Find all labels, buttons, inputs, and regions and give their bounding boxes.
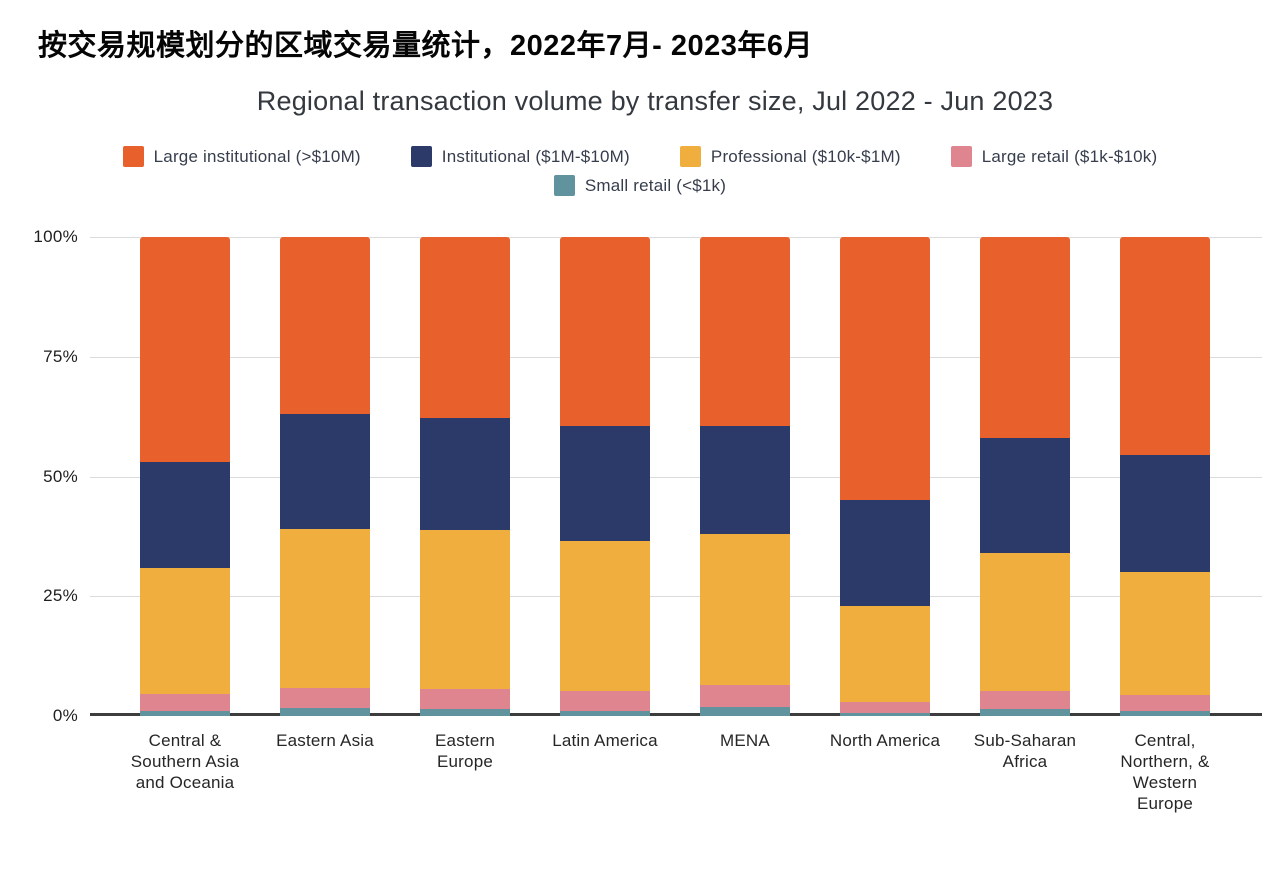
legend-label: Large institutional (>$10M): [153, 146, 361, 166]
segment-small-retail-1k[interactable]: [280, 708, 370, 716]
segment-large-institutional-10m[interactable]: [280, 237, 370, 415]
y-tick-label: 75%: [43, 346, 78, 366]
legend-item-institutional-1m-10m[interactable]: Institutional ($1M-$10M): [410, 146, 630, 167]
segment-institutional-1m-10m[interactable]: [700, 426, 790, 535]
segment-large-institutional-10m[interactable]: [840, 237, 930, 501]
segment-institutional-1m-10m[interactable]: [420, 417, 510, 530]
y-tick-label: 50%: [43, 466, 78, 486]
legend-item-professional-10k-1m[interactable]: Professional ($10k-$1M): [679, 146, 901, 167]
bar-latin-america[interactable]: [560, 237, 650, 716]
segment-large-retail-1k-10k[interactable]: [980, 690, 1070, 710]
page-title: 按交易规模划分的区域交易量统计，2022年7月- 2023年6月: [38, 30, 813, 62]
segment-large-retail-1k-10k[interactable]: [140, 693, 230, 712]
x-axis-label: Sub-Saharan Africa: [973, 731, 1077, 771]
segment-small-retail-1k[interactable]: [980, 709, 1070, 716]
legend-item-large-institutional-10m[interactable]: Large institutional (>$10M): [122, 146, 361, 167]
bar-central-southern-asia-and-oceania[interactable]: [140, 237, 230, 716]
y-tick-label: 100%: [33, 227, 78, 246]
legend-swatch-icon: [553, 175, 575, 196]
segment-large-retail-1k-10k[interactable]: [1120, 694, 1210, 712]
segment-institutional-1m-10m[interactable]: [840, 500, 930, 606]
segment-small-retail-1k[interactable]: [840, 712, 930, 716]
segment-small-retail-1k[interactable]: [140, 711, 230, 716]
x-axis-label: Eastern Asia: [276, 731, 374, 750]
gridline: [90, 237, 1262, 238]
bar-slot: [1095, 237, 1235, 716]
bar-slot: [955, 237, 1095, 716]
bar-slot: [675, 237, 815, 716]
x-axis: Central & Southern Asia and Oceania Eastern…: [90, 730, 1262, 814]
x-axis-label: Central, Northern, & Western Europe: [1120, 731, 1210, 813]
segment-professional-10k-1m[interactable]: [840, 605, 930, 702]
x-axis-label: MENA: [720, 731, 770, 750]
segment-large-institutional-10m[interactable]: [1120, 237, 1210, 455]
segment-large-institutional-10m[interactable]: [980, 237, 1070, 439]
bar-slot: [395, 237, 535, 716]
bar-slot: [255, 237, 395, 716]
gridline: [90, 356, 1262, 358]
bars-container: [90, 237, 1262, 716]
y-tick-label: 0%: [52, 706, 78, 725]
bar-eastern-asia[interactable]: [280, 237, 370, 716]
legend-label: Professional ($10k-$1M): [710, 146, 901, 166]
y-tick-label: 25%: [43, 586, 78, 606]
segment-institutional-1m-10m[interactable]: [980, 438, 1070, 554]
x-axis-label: North America: [829, 731, 941, 750]
bar-slot: [115, 237, 255, 716]
legend-label: Small retail (<$1k): [584, 175, 727, 195]
bar-slot: [815, 237, 955, 716]
x-axis-label: Latin America: [552, 731, 658, 750]
bar-central-northern-western-europe[interactable]: [1120, 237, 1210, 716]
segment-institutional-1m-10m[interactable]: [1120, 454, 1210, 573]
x-axis-label: Eastern Europe: [435, 731, 495, 771]
segment-small-retail-1k[interactable]: [700, 707, 790, 716]
segment-professional-10k-1m[interactable]: [980, 553, 1070, 691]
segment-professional-10k-1m[interactable]: [420, 529, 510, 689]
segment-small-retail-1k[interactable]: [1120, 711, 1210, 716]
gridline: [90, 596, 1262, 598]
segment-institutional-1m-10m[interactable]: [140, 462, 230, 568]
legend-item-large-retail-1k-10k[interactable]: Large retail ($1k-$10k): [950, 146, 1158, 167]
y-axis: 100% 75% 50% 25% 0%: [0, 227, 78, 725]
bar-sub-saharan-africa[interactable]: [980, 237, 1070, 716]
segment-large-institutional-10m[interactable]: [140, 237, 230, 463]
bar-north-america[interactable]: [840, 237, 930, 716]
plot-area: [90, 237, 1262, 716]
segment-large-institutional-10m[interactable]: [700, 237, 790, 427]
segment-large-retail-1k-10k[interactable]: [700, 684, 790, 708]
segment-professional-10k-1m[interactable]: [280, 529, 370, 689]
segment-small-retail-1k[interactable]: [560, 711, 650, 716]
segment-large-retail-1k-10k[interactable]: [560, 690, 650, 712]
segment-large-retail-1k-10k[interactable]: [840, 701, 930, 713]
legend-swatch-icon: [122, 146, 144, 167]
legend-item-small-retail-1k[interactable]: Small retail (<$1k): [553, 175, 727, 196]
x-axis-label: Central & Southern Asia and Oceania: [130, 731, 240, 792]
segment-professional-10k-1m[interactable]: [560, 541, 650, 691]
segment-professional-10k-1m[interactable]: [140, 567, 230, 694]
legend-swatch-icon: [679, 146, 701, 167]
segment-institutional-1m-10m[interactable]: [280, 414, 370, 530]
bar-mena[interactable]: [700, 237, 790, 716]
legend-swatch-icon: [950, 146, 972, 167]
legend-label: Large retail ($1k-$10k): [981, 146, 1158, 166]
bar-eastern-europe[interactable]: [420, 237, 510, 716]
gridline: [90, 476, 1262, 478]
segment-professional-10k-1m[interactable]: [1120, 572, 1210, 695]
segment-large-retail-1k-10k[interactable]: [420, 688, 510, 710]
legend-label: Institutional ($1M-$10M): [441, 146, 630, 166]
segment-institutional-1m-10m[interactable]: [560, 426, 650, 542]
segment-large-institutional-10m[interactable]: [560, 237, 650, 427]
segment-large-retail-1k-10k[interactable]: [280, 688, 370, 709]
segment-small-retail-1k[interactable]: [420, 709, 510, 716]
chart-title: Regional transaction volume by transfer …: [256, 86, 1054, 116]
bar-slot: [535, 237, 675, 716]
segment-professional-10k-1m[interactable]: [700, 534, 790, 685]
chart-legend: Large institutional (>$10M) Institutional…: [80, 146, 1200, 196]
x-axis-line: [90, 713, 1262, 716]
legend-swatch-icon: [410, 146, 432, 167]
segment-large-institutional-10m[interactable]: [420, 237, 510, 418]
